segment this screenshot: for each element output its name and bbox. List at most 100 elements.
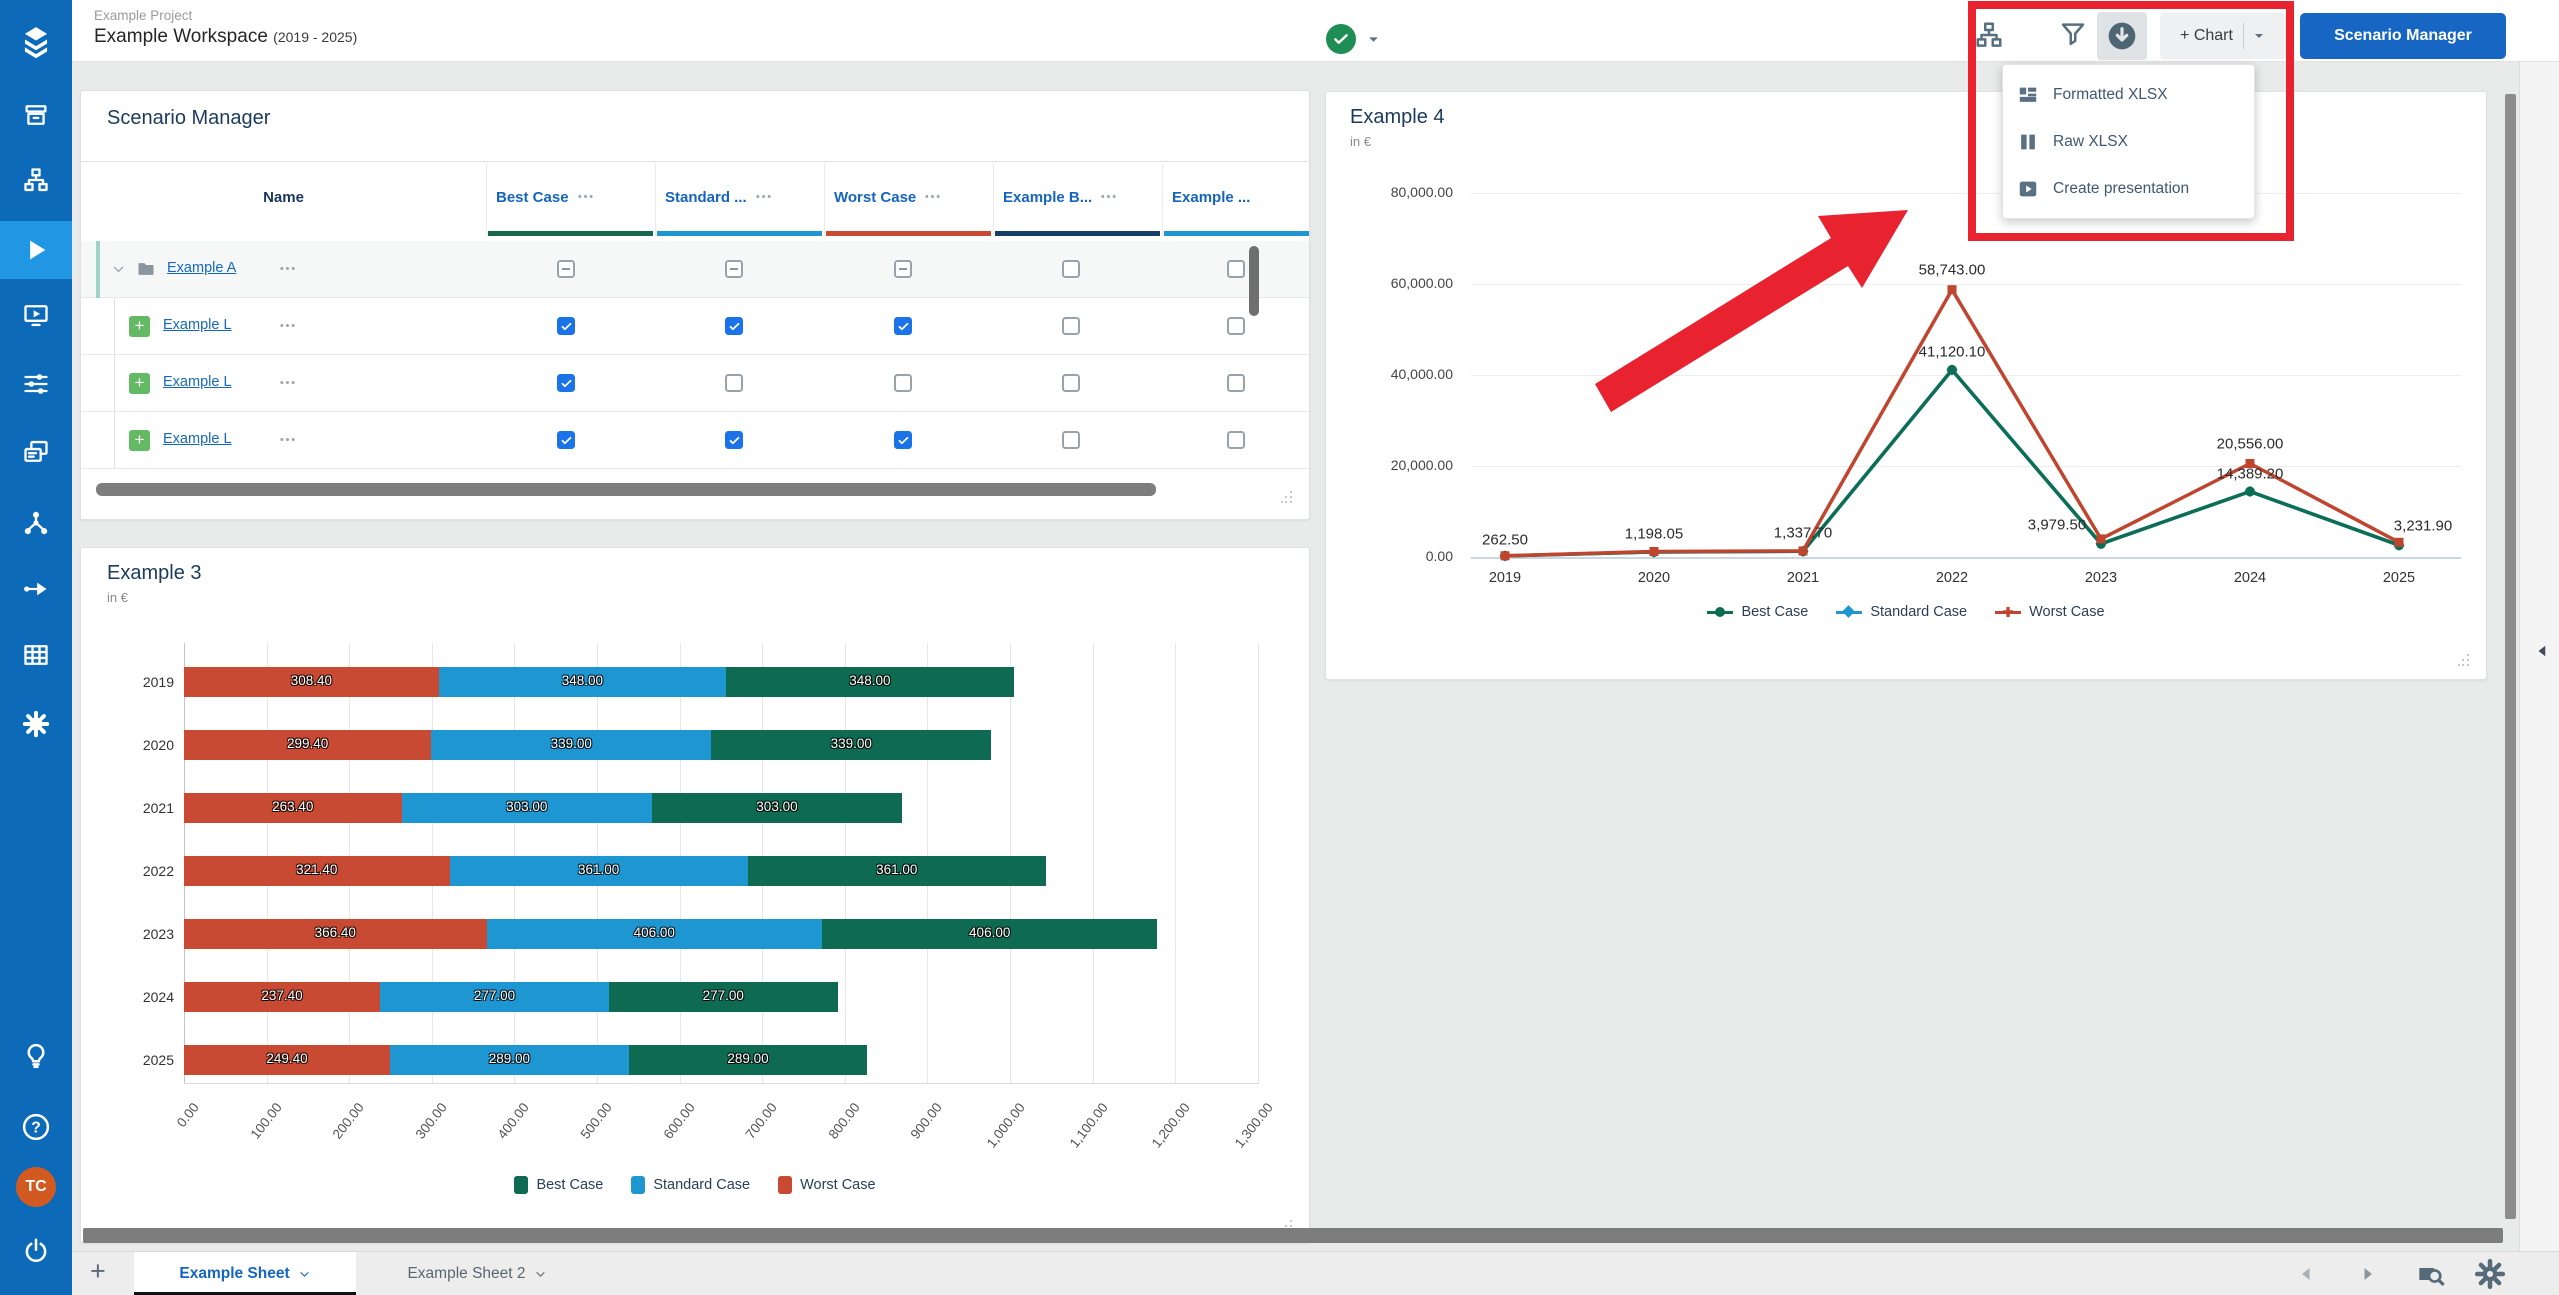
sidebar-item-copies[interactable] (0, 423, 72, 481)
checkbox-off[interactable] (1227, 317, 1245, 335)
scenario-link[interactable]: Example L (163, 317, 232, 333)
sidebar-item-layers-logo[interactable] (0, 14, 72, 72)
checkbox-off[interactable] (1062, 317, 1080, 335)
table-horizontal-scrollbar[interactable] (96, 483, 1156, 496)
sidebar-item-power[interactable] (0, 1222, 72, 1280)
bar-value-label: 308.40 (290, 673, 332, 688)
checkbox-on[interactable] (725, 317, 743, 335)
tab-caret-icon[interactable] (298, 1268, 311, 1281)
sheet-search-icon[interactable] (2414, 1258, 2446, 1290)
bar-segment-standard-case: 277.00 (380, 982, 609, 1012)
page-vertical-scrollbar[interactable] (2505, 94, 2516, 1219)
checkbox-on[interactable] (725, 431, 743, 449)
user-avatar[interactable]: TC (0, 1158, 72, 1216)
column-header-example-b-[interactable]: Example B... (993, 163, 1162, 231)
checkbox-on[interactable] (557, 317, 575, 335)
panel-resize-grip[interactable] (1281, 491, 1293, 503)
row-menu-icon[interactable] (279, 436, 296, 443)
structure-icon[interactable] (1974, 20, 2004, 50)
sidebar-item-flow-arrow[interactable] (0, 560, 72, 618)
checkbox-off[interactable] (894, 374, 912, 392)
filter-icon[interactable] (2058, 19, 2088, 49)
page-horizontal-scrollbar[interactable] (83, 1228, 2503, 1243)
row-menu-icon[interactable] (279, 379, 296, 386)
tab-caret-icon[interactable] (534, 1268, 547, 1281)
status-caret-icon[interactable] (1366, 32, 1381, 47)
add-chart-button[interactable]: + Chart (2160, 13, 2286, 59)
sheet-tab-2[interactable]: Example Sheet 2 (372, 1252, 582, 1295)
checkbox-on[interactable] (557, 431, 575, 449)
scenario-link[interactable]: Example L (163, 431, 232, 447)
checkbox-mixed[interactable] (894, 260, 912, 278)
legend-item-standard-case[interactable]: Standard Case (631, 1176, 750, 1194)
checkbox-off[interactable] (1227, 431, 1245, 449)
checkbox-on[interactable] (894, 317, 912, 335)
checkbox-on[interactable] (894, 431, 912, 449)
column-menu-icon[interactable] (577, 193, 594, 200)
bar-value-label: 289.00 (727, 1051, 769, 1066)
sidebar-item-archive[interactable] (0, 86, 72, 144)
sheet-tab-1[interactable]: Example Sheet (134, 1252, 356, 1295)
checkbox-off[interactable] (1062, 260, 1080, 278)
add-chart-caret-icon[interactable] (2252, 29, 2266, 43)
sidebar-item-sliders[interactable] (0, 355, 72, 413)
sidebar-item-play[interactable] (0, 221, 72, 279)
next-sheet-icon[interactable] (2357, 1264, 2377, 1284)
row-expander-chevron-icon[interactable] (111, 262, 126, 277)
plus-square-icon[interactable]: + (129, 373, 150, 394)
checkbox-off[interactable] (1227, 374, 1245, 392)
scenario-group-link[interactable]: Example A (167, 260, 237, 276)
status-area[interactable] (1326, 24, 1381, 54)
sidebar-item-lightbulb[interactable] (0, 1026, 72, 1084)
legend-item-best-case[interactable]: Best Case (514, 1176, 603, 1194)
x-axis-tick-label: 2024 (2233, 570, 2267, 586)
settings-gear-icon[interactable] (2474, 1258, 2506, 1290)
column-header-worst-case[interactable]: Worst Case (824, 163, 993, 231)
column-header-name[interactable]: Name (263, 188, 304, 206)
add-sheet-button[interactable]: + (90, 1256, 106, 1286)
column-header-standard-[interactable]: Standard ... (655, 163, 824, 231)
export-button[interactable] (2097, 12, 2147, 60)
sidebar-item-gear[interactable] (0, 695, 72, 753)
legend-item-best-case[interactable]: Best Case (1707, 604, 1808, 620)
sidebar-item-org-chart[interactable] (0, 151, 72, 209)
legend-item-worst-case[interactable]: Worst Case (1995, 604, 2105, 620)
checkbox-off[interactable] (1062, 374, 1080, 392)
lightbulb-icon (21, 1040, 51, 1070)
checkbox-off[interactable] (1062, 431, 1080, 449)
scenario-link[interactable]: Example L (163, 374, 232, 390)
legend-item-standard-case[interactable]: Standard Case (1836, 604, 1967, 620)
checkbox-off[interactable] (725, 374, 743, 392)
scenario-manager-button[interactable]: Scenario Manager (2300, 13, 2506, 59)
status-check-icon[interactable] (1326, 24, 1356, 54)
sidebar-item-grid[interactable] (0, 626, 72, 684)
sidebar-item-network[interactable] (0, 494, 72, 552)
table-row: + Example L (81, 355, 1309, 412)
sidebar-item-monitor-play[interactable] (0, 286, 72, 344)
row-menu-icon[interactable] (279, 265, 296, 272)
checkbox-mixed[interactable] (725, 260, 743, 278)
checkbox-on[interactable] (557, 374, 575, 392)
column-menu-icon[interactable] (924, 193, 941, 200)
menu-item-formatted-xlsx[interactable]: Formatted XLSX (2003, 71, 2254, 118)
checkbox-off[interactable] (1227, 260, 1245, 278)
plus-square-icon[interactable]: + (129, 430, 150, 451)
row-menu-icon[interactable] (279, 322, 296, 329)
plus-square-icon[interactable]: + (129, 316, 150, 337)
prev-sheet-icon[interactable] (2297, 1264, 2317, 1284)
checkbox-mixed[interactable] (557, 260, 575, 278)
menu-item-raw-xlsx[interactable]: Raw XLSX (2003, 118, 2254, 165)
menu-item-create-presentation[interactable]: Create presentation (2003, 165, 2254, 212)
panel-resize-grip[interactable] (2458, 654, 2470, 666)
table-vertical-scrollbar[interactable] (1249, 246, 1259, 316)
sidebar-item-help[interactable]: ? (0, 1098, 72, 1156)
column-header-best-case[interactable]: Best Case (486, 163, 655, 231)
legend-item-worst-case[interactable]: Worst Case (778, 1176, 876, 1194)
column-header-example-[interactable]: Example ... (1172, 188, 1251, 206)
legend-marker (1995, 607, 2022, 617)
collapse-panel-icon[interactable] (2534, 642, 2552, 660)
column-menu-icon[interactable] (1100, 193, 1117, 200)
y-axis-tick-label: 20,000.00 (1390, 457, 1453, 473)
column-menu-icon[interactable] (755, 193, 772, 200)
